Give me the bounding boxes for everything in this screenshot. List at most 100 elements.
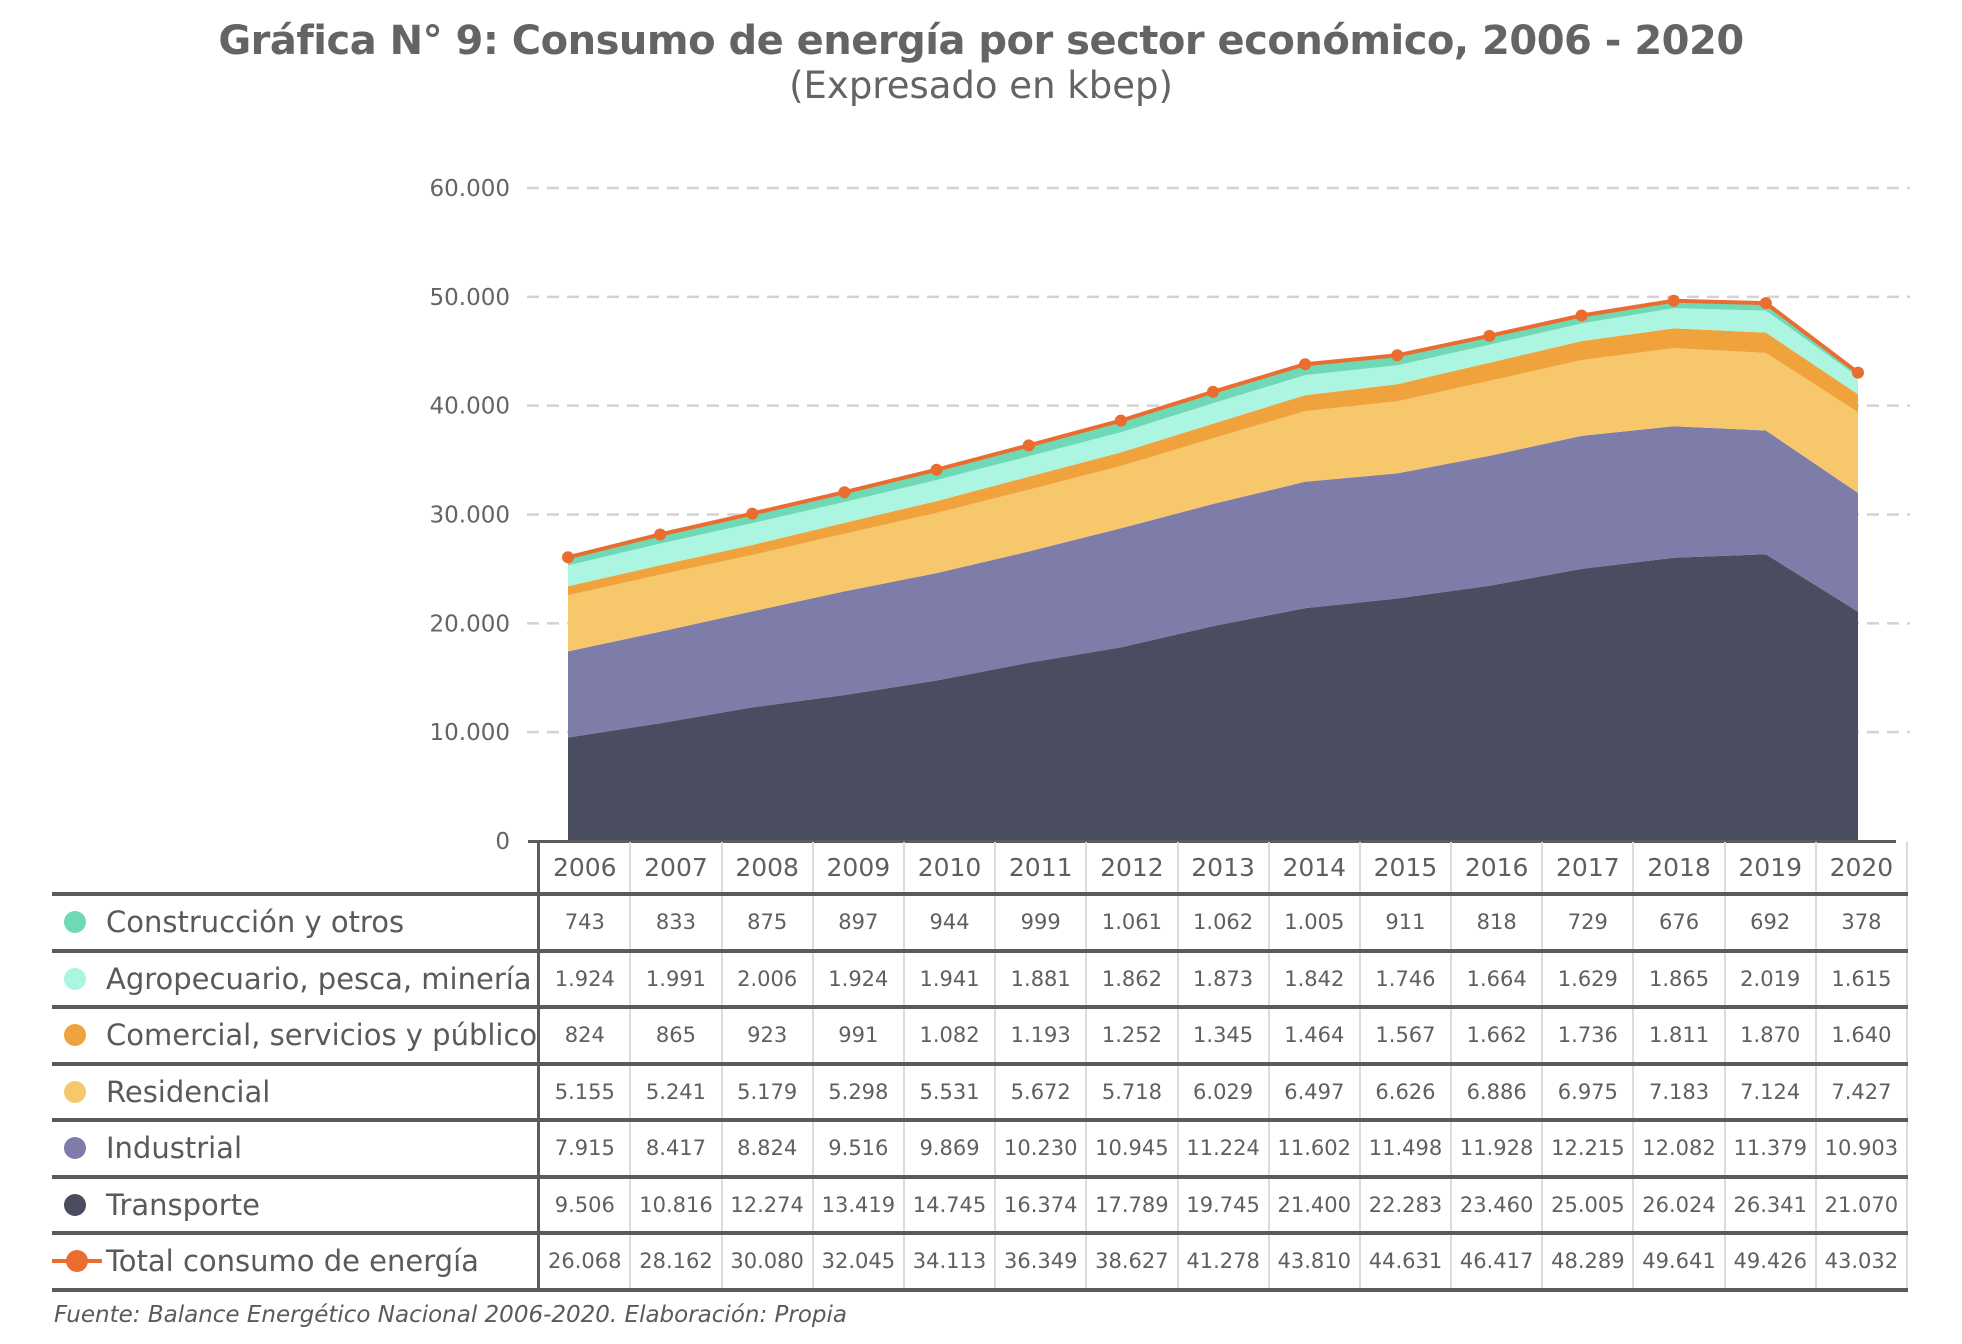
legend-dot-icon (64, 967, 86, 990)
table-row: Agropecuario, pesca, minería 1.924 1.991 2.… (52, 950, 1909, 1009)
data-label: 17.789 (1085, 1176, 1178, 1235)
total-line-series (562, 294, 1864, 564)
total-point (1667, 294, 1680, 307)
total-point (1207, 385, 1219, 398)
x-tick-label: 2018 (1632, 842, 1725, 896)
data-label: 729 (1541, 894, 1634, 953)
legend-label: Total consumo de energía (106, 1244, 479, 1279)
legend-dot-icon (64, 911, 86, 934)
x-tick-label: 2006 (537, 842, 631, 896)
data-label: 43.032 (1814, 1233, 1909, 1292)
data-label: 7.427 (1814, 1063, 1909, 1122)
legend-dot-icon (64, 1080, 86, 1103)
data-label: 9.869 (902, 1120, 996, 1179)
data-label: 5.298 (811, 1063, 904, 1122)
data-label: 1.567 (1358, 1007, 1452, 1066)
table-corner (52, 842, 541, 896)
legend-label: Comercial, servicios y público (106, 1018, 538, 1053)
x-tick-label: 2009 (811, 842, 904, 896)
data-label: 38.627 (1085, 1233, 1178, 1292)
data-label: 32.045 (811, 1233, 904, 1292)
data-label: 1.811 (1632, 1007, 1725, 1066)
x-tick-label: 2017 (1541, 842, 1634, 896)
data-label: 9.506 (537, 1176, 631, 1235)
data-label: 11.602 (1267, 1120, 1360, 1179)
total-point (562, 551, 574, 564)
data-label: 23.460 (1450, 1176, 1543, 1235)
y-tick-label: 60.000 (430, 176, 510, 202)
data-label: 743 (537, 894, 631, 953)
total-point (838, 486, 851, 499)
data-label: 818 (1450, 894, 1543, 953)
data-label: 1.870 (1723, 1007, 1816, 1066)
data-label: 1.842 (1267, 950, 1360, 1009)
data-label: 8.417 (629, 1120, 722, 1179)
area-residencial (568, 348, 1858, 652)
data-label: 5.155 (537, 1063, 631, 1122)
data-label: 1.736 (1541, 1007, 1634, 1066)
data-label: 19.745 (1176, 1176, 1269, 1235)
data-label: 1.193 (994, 1007, 1087, 1066)
x-tick-label: 2007 (629, 842, 722, 896)
data-label: 48.289 (1541, 1233, 1634, 1292)
data-table: 2006 2007 2008 2009 2010 2011 2012 2013 2014 2015… (52, 842, 1909, 1292)
data-label: 1.924 (811, 950, 904, 1009)
legend-label: Construcción y otros (106, 905, 405, 940)
data-label: 5.718 (1085, 1063, 1178, 1122)
table-row: Comercial, servicios y público 824 865 923 9… (52, 1007, 1909, 1066)
total-point (746, 507, 759, 520)
data-label: 2.019 (1723, 950, 1816, 1009)
data-label: 1.464 (1267, 1007, 1360, 1066)
data-label: 1.881 (994, 950, 1087, 1009)
chart-title: Gráfica N° 9: Consumo de energía por sec… (218, 18, 1744, 64)
data-label: 1.082 (902, 1007, 996, 1066)
data-label: 10.903 (1814, 1120, 1909, 1179)
data-label: 21.070 (1814, 1176, 1909, 1235)
x-tick-label: 2015 (1358, 842, 1452, 896)
data-label: 1.924 (537, 950, 631, 1009)
data-label: 1.865 (1632, 950, 1725, 1009)
data-label: 944 (902, 894, 996, 953)
data-label: 865 (629, 1007, 722, 1066)
data-label: 10.816 (629, 1176, 722, 1235)
y-tick-label: 30.000 (430, 503, 510, 529)
data-label: 12.082 (1632, 1120, 1725, 1179)
source-footnote: Fuente: Balance Energético Nacional 2006… (54, 1302, 848, 1328)
data-label: 1.664 (1450, 950, 1543, 1009)
legend-entry: Transporte (52, 1176, 541, 1235)
legend-entry: Agropecuario, pesca, minería (52, 950, 541, 1009)
data-label: 10.230 (994, 1120, 1087, 1179)
data-label: 11.928 (1450, 1120, 1543, 1179)
data-label: 8.824 (720, 1120, 813, 1179)
data-label: 833 (629, 894, 722, 953)
data-label: 11.498 (1358, 1120, 1452, 1179)
y-tick-label: 10.000 (430, 720, 510, 746)
total-point (1759, 297, 1772, 310)
total-point (1114, 414, 1127, 427)
total-point (654, 528, 667, 541)
data-label: 6.975 (1541, 1063, 1634, 1122)
legend-entry: Residencial (52, 1063, 541, 1122)
data-label: 36.349 (994, 1233, 1087, 1292)
x-tick-label: 2013 (1176, 842, 1269, 896)
area-transporte (568, 554, 1858, 841)
table-row: Residencial 5.155 5.241 5.179 5.298 5.531 5.67… (52, 1063, 1909, 1122)
data-label: 1.061 (1085, 894, 1178, 953)
data-label: 5.179 (720, 1063, 813, 1122)
data-label: 1.615 (1814, 950, 1909, 1009)
legend-entry: Industrial (52, 1120, 541, 1179)
data-label: 10.945 (1085, 1120, 1178, 1179)
data-label: 26.341 (1723, 1176, 1816, 1235)
data-label: 43.810 (1267, 1233, 1360, 1292)
data-label: 9.516 (811, 1120, 904, 1179)
data-label: 1.746 (1358, 950, 1452, 1009)
data-label: 49.641 (1632, 1233, 1725, 1292)
data-label: 1.629 (1541, 950, 1634, 1009)
total-point (1575, 309, 1588, 322)
data-label: 897 (811, 894, 904, 953)
data-label: 7.183 (1632, 1063, 1725, 1122)
legend-entry: Total consumo de energía (52, 1233, 541, 1292)
data-label: 6.886 (1450, 1063, 1543, 1122)
data-label: 6.497 (1267, 1063, 1360, 1122)
data-label: 49.426 (1723, 1233, 1816, 1292)
